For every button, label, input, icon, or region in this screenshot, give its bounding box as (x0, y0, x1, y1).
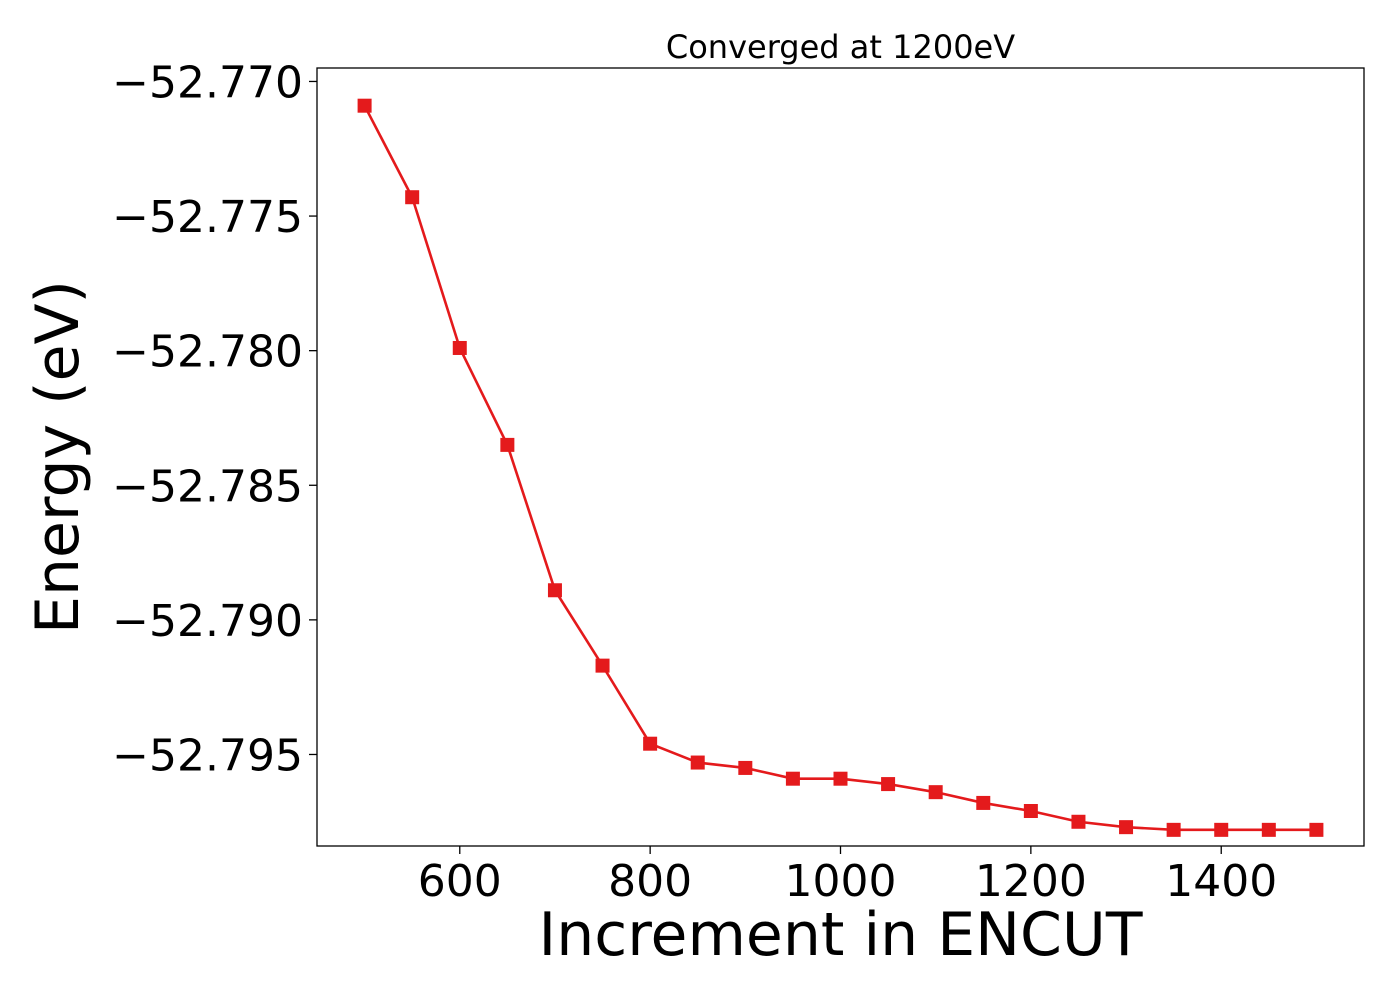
plot-layer (357, 98, 1324, 837)
data-point (690, 755, 705, 770)
data-point (1261, 822, 1276, 837)
x-axis: 600 800 1000 1200 1400 (418, 846, 1277, 907)
x-tick-label: 800 (608, 856, 692, 907)
data-point (643, 736, 658, 751)
data-point (595, 658, 610, 673)
data-point (738, 760, 753, 775)
x-tick-label: 1400 (1165, 856, 1277, 907)
data-point (1023, 804, 1038, 819)
data-point (881, 777, 896, 792)
x-tick-label: 1200 (975, 856, 1087, 907)
y-axis-label: Energy (eV) (23, 280, 93, 634)
plot-frame (316, 67, 1365, 847)
data-point (833, 771, 848, 786)
data-point (1119, 820, 1134, 835)
x-tick-label: 600 (418, 856, 502, 907)
data-point (357, 98, 372, 113)
data-point (976, 795, 991, 810)
x-axis-label: Increment in ENCUT (539, 900, 1143, 970)
x-tick-label: 1000 (785, 856, 897, 907)
data-point (500, 437, 515, 452)
y-tick-label: −52.780 (112, 327, 303, 378)
data-point (452, 340, 467, 355)
chart-title: Converged at 1200eV (666, 28, 1015, 66)
y-tick-label: −52.770 (112, 57, 303, 108)
y-axis: −52.770 −52.775 −52.780 −52.785 −52.790 −52.7… (112, 57, 317, 781)
data-point (405, 190, 420, 205)
data-point (1166, 822, 1181, 837)
data-point (785, 771, 800, 786)
series-line (363, 105, 1317, 832)
data-point (928, 785, 943, 800)
y-tick-label: −52.785 (112, 461, 303, 512)
y-tick-label: −52.790 (112, 596, 303, 647)
data-point (1309, 822, 1324, 837)
data-point (547, 583, 562, 598)
data-point (1214, 822, 1229, 837)
y-tick-label: −52.775 (112, 192, 303, 243)
y-tick-label: −52.795 (112, 730, 303, 781)
data-point (1071, 814, 1086, 829)
